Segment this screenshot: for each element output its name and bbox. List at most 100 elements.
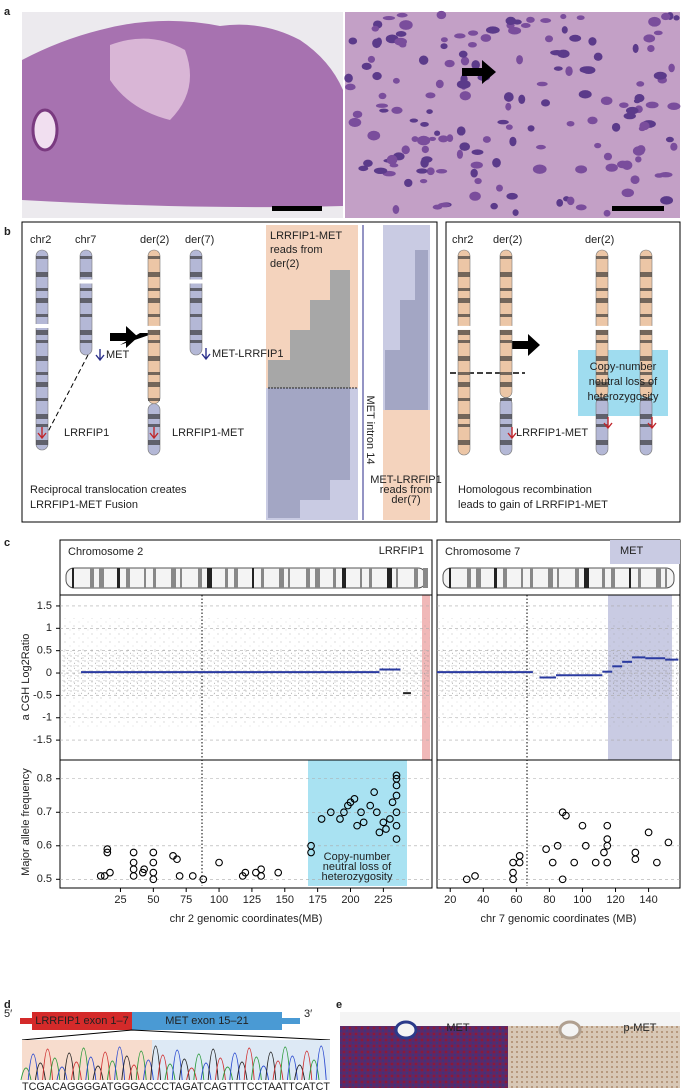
cell bbox=[630, 175, 640, 185]
label: der(7) bbox=[391, 494, 420, 506]
band bbox=[500, 298, 512, 303]
cell bbox=[367, 130, 381, 141]
panel-box bbox=[21, 221, 438, 523]
cell bbox=[470, 168, 478, 178]
point bbox=[386, 815, 394, 823]
band bbox=[458, 272, 470, 277]
x-tick-label: 120 bbox=[606, 894, 624, 906]
peak bbox=[128, 1064, 140, 1081]
cell bbox=[594, 142, 602, 149]
band bbox=[153, 568, 156, 588]
peak bbox=[294, 1064, 306, 1081]
cell bbox=[545, 35, 554, 43]
y-tick-label: 0 bbox=[46, 667, 52, 679]
label: Copy-number bbox=[590, 361, 657, 373]
band bbox=[148, 382, 160, 387]
band bbox=[190, 272, 202, 277]
band bbox=[640, 440, 652, 445]
cell bbox=[647, 45, 655, 53]
band bbox=[306, 568, 310, 588]
peak bbox=[265, 1051, 277, 1081]
cnloh-region bbox=[308, 760, 407, 886]
cell bbox=[516, 55, 523, 65]
band bbox=[500, 330, 512, 335]
band bbox=[369, 568, 372, 588]
cell bbox=[673, 15, 680, 21]
point bbox=[631, 855, 640, 864]
gene-label: MET bbox=[620, 545, 644, 557]
y-tick-label: 0.7 bbox=[37, 806, 52, 818]
point bbox=[392, 821, 401, 830]
exon-block bbox=[132, 1012, 282, 1030]
arrow bbox=[95, 349, 105, 362]
cell bbox=[460, 56, 470, 66]
cell bbox=[440, 43, 448, 50]
cell bbox=[506, 192, 518, 200]
band bbox=[629, 568, 631, 588]
band bbox=[521, 568, 523, 588]
point bbox=[252, 868, 260, 877]
band bbox=[596, 398, 608, 401]
cell bbox=[348, 117, 362, 127]
y-tick-label: 0.5 bbox=[37, 873, 52, 885]
point bbox=[562, 811, 570, 820]
arrow bbox=[603, 417, 613, 430]
label: chr2 bbox=[30, 234, 51, 246]
band bbox=[144, 568, 146, 588]
band bbox=[596, 424, 608, 427]
label: der(2) bbox=[140, 234, 169, 246]
point bbox=[138, 868, 147, 877]
reads bbox=[385, 250, 428, 410]
y-tick-label: 1.5 bbox=[37, 600, 52, 612]
point bbox=[350, 795, 359, 803]
band bbox=[500, 288, 512, 291]
cell bbox=[474, 178, 482, 185]
cell bbox=[458, 50, 468, 58]
cell bbox=[363, 159, 373, 167]
point bbox=[129, 872, 138, 880]
band bbox=[640, 398, 652, 401]
cell bbox=[480, 34, 492, 42]
label: LRRFIP1-MET bbox=[172, 427, 244, 439]
band bbox=[36, 298, 48, 303]
cell bbox=[621, 188, 635, 198]
point bbox=[591, 858, 600, 867]
cell bbox=[470, 161, 483, 169]
cell bbox=[471, 149, 484, 155]
cell bbox=[382, 15, 396, 21]
point bbox=[100, 872, 109, 880]
cell bbox=[378, 92, 387, 100]
point bbox=[96, 872, 105, 880]
cell bbox=[668, 63, 675, 73]
label: LRRFIP1 exon 1–7 bbox=[35, 1015, 129, 1027]
cell bbox=[635, 156, 642, 163]
arrow bbox=[201, 348, 211, 361]
band bbox=[611, 568, 615, 588]
band bbox=[279, 568, 284, 588]
arrow bbox=[110, 326, 138, 348]
cell bbox=[645, 101, 659, 109]
point bbox=[257, 872, 265, 880]
band bbox=[500, 314, 512, 317]
band bbox=[640, 372, 652, 375]
cell bbox=[600, 96, 613, 106]
cell bbox=[670, 142, 678, 151]
x-tick-label: 80 bbox=[543, 894, 555, 906]
cell bbox=[454, 33, 466, 39]
cell bbox=[421, 145, 429, 154]
cell bbox=[426, 109, 433, 114]
cell bbox=[569, 34, 582, 42]
y-tick-label: -1.5 bbox=[33, 734, 52, 746]
x-tick-label: 140 bbox=[639, 894, 657, 906]
plot-frame bbox=[436, 539, 681, 889]
cell bbox=[659, 172, 673, 178]
point bbox=[106, 868, 114, 877]
point bbox=[653, 858, 661, 867]
cell bbox=[540, 18, 552, 23]
label: chr7 bbox=[75, 234, 96, 246]
band bbox=[458, 356, 470, 361]
band bbox=[458, 424, 470, 427]
x-tick-label: 125 bbox=[243, 894, 261, 906]
centromere bbox=[639, 325, 653, 330]
cell bbox=[648, 16, 661, 27]
